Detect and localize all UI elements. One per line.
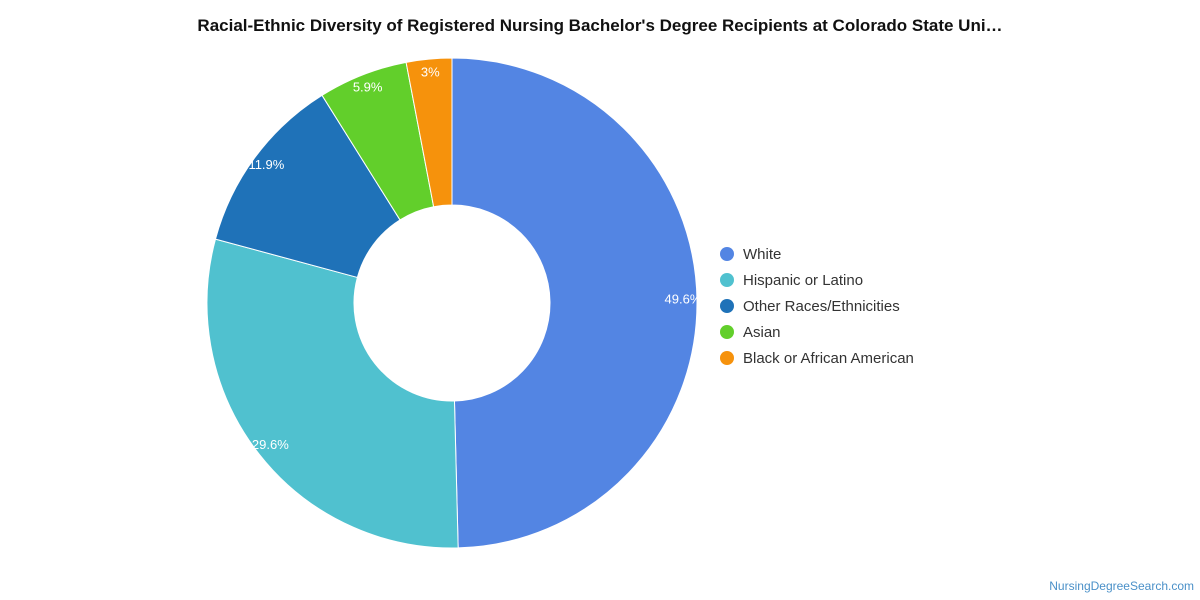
slice-hispanic-or-latino[interactable] xyxy=(206,238,459,549)
slice-labels-group: 49.6% 29.6% 11.9% 5.9% 3% xyxy=(248,64,701,452)
legend-item-asian[interactable]: Asian xyxy=(720,319,914,345)
legend-item-hispanic-or-latino[interactable]: Hispanic or Latino xyxy=(720,267,914,293)
legend-swatch xyxy=(720,273,734,287)
slices-group xyxy=(206,57,698,549)
legend-swatch xyxy=(720,351,734,365)
chart-title: Racial-Ethnic Diversity of Registered Nu… xyxy=(197,16,1003,35)
legend-swatch xyxy=(720,325,734,339)
legend-label: Black or African American xyxy=(743,349,914,367)
source-credit-link[interactable]: NursingDegreeSearch.com xyxy=(1049,579,1194,593)
legend-item-black-or-african-american[interactable]: Black or African American xyxy=(720,345,914,371)
legend-item-white[interactable]: White xyxy=(720,241,914,267)
slice-label-asian: 5.9% xyxy=(353,79,383,94)
slice-label-black-or-african-american: 3% xyxy=(421,64,440,79)
slice-label-white: 49.6% xyxy=(665,292,702,307)
legend-label: Other Races/Ethnicities xyxy=(743,297,900,315)
slice-black-or-african-american[interactable] xyxy=(405,57,453,208)
legend-label: Asian xyxy=(743,323,781,341)
slice-white[interactable] xyxy=(451,57,698,549)
slice-label-hispanic-or-latino: 29.6% xyxy=(252,437,289,452)
legend-label: Hispanic or Latino xyxy=(743,271,864,289)
slice-label-other-races-ethnicities: 11.9% xyxy=(248,157,284,172)
legend: White Hispanic or Latino Other Races/Ethni… xyxy=(720,241,914,371)
slice-other-races-ethnicities[interactable] xyxy=(214,94,401,279)
legend-swatch xyxy=(720,247,734,261)
legend-label: White xyxy=(743,245,782,263)
legend-swatch xyxy=(720,299,734,313)
legend-item-other-races-ethnicities[interactable]: Other Races/Ethnicities xyxy=(720,293,914,319)
